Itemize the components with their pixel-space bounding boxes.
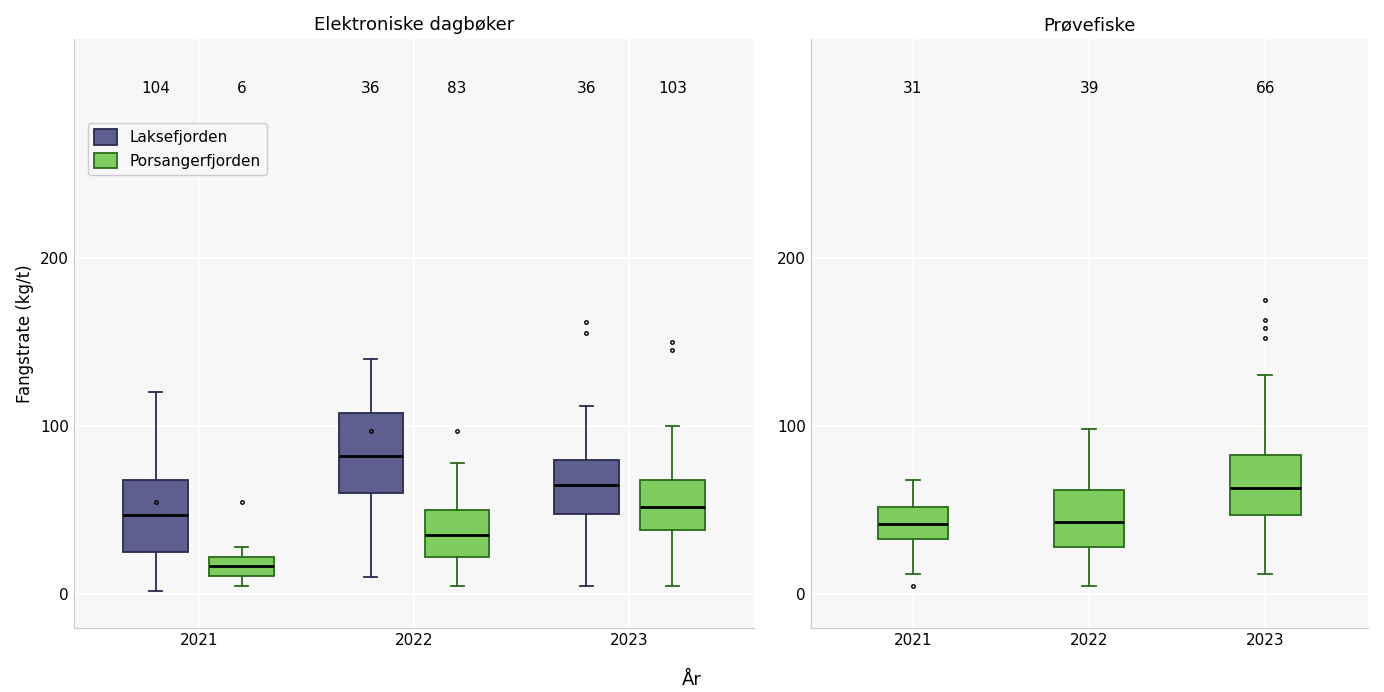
Text: 103: 103 [657, 81, 686, 96]
PathPatch shape [1055, 490, 1124, 547]
PathPatch shape [209, 557, 274, 576]
Text: 66: 66 [1255, 81, 1275, 96]
PathPatch shape [425, 510, 490, 557]
PathPatch shape [639, 480, 704, 530]
PathPatch shape [877, 507, 948, 539]
Text: 83: 83 [447, 81, 466, 96]
Title: Prøvefiske: Prøvefiske [1044, 17, 1135, 35]
Title: Elektroniske dagbøker: Elektroniske dagbøker [314, 17, 513, 35]
Text: 104: 104 [141, 81, 170, 96]
Text: 36: 36 [361, 81, 381, 96]
Text: 39: 39 [1080, 81, 1099, 96]
Text: År: År [682, 671, 702, 689]
PathPatch shape [554, 459, 619, 513]
PathPatch shape [339, 412, 403, 493]
PathPatch shape [1230, 455, 1301, 515]
Text: 36: 36 [577, 81, 597, 96]
PathPatch shape [123, 480, 188, 552]
Y-axis label: Fangstrate (kg/t): Fangstrate (kg/t) [17, 264, 35, 403]
Legend: Laksefjorden, Porsangerfjorden: Laksefjorden, Porsangerfjorden [89, 123, 267, 175]
Text: 31: 31 [904, 81, 923, 96]
Text: 6: 6 [237, 81, 246, 96]
